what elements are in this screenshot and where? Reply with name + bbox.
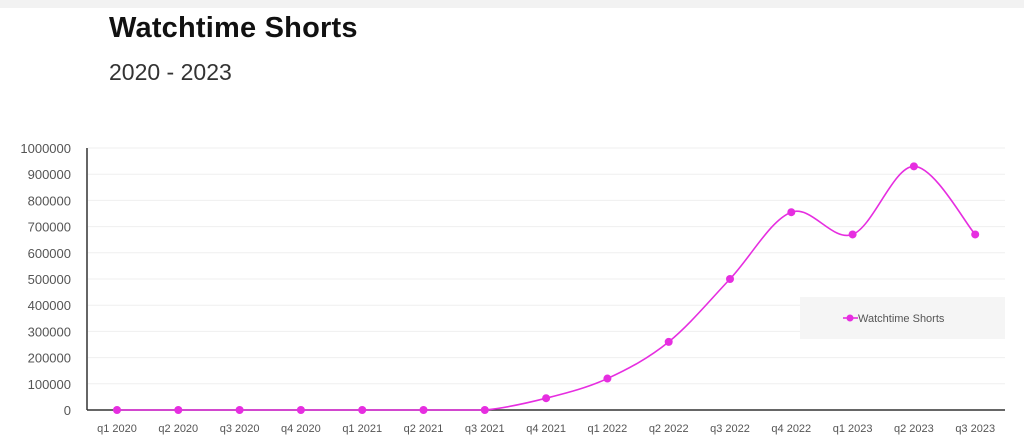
x-axis-ticks: q1 2020 q2 2020 q3 2020 q4 2020 q1 2021 q2 20… xyxy=(97,423,995,435)
y-tick-label: 700000 xyxy=(28,220,71,235)
x-tick-label: q2 2023 xyxy=(894,423,934,435)
x-tick-label: q2 2021 xyxy=(404,423,444,435)
x-tick-label: q4 2021 xyxy=(526,423,566,435)
data-point xyxy=(726,275,734,283)
data-point xyxy=(909,162,918,171)
series-points xyxy=(113,162,980,414)
data-point xyxy=(787,208,796,217)
y-tick-label: 500000 xyxy=(28,272,71,287)
x-tick-label: q4 2022 xyxy=(771,423,811,435)
chart-subtitle: 2020 - 2023 xyxy=(109,59,232,85)
data-point xyxy=(848,230,857,239)
series-line xyxy=(117,165,976,411)
y-tick-label: 600000 xyxy=(28,246,71,261)
x-tick-label: q3 2021 xyxy=(465,423,505,435)
data-point xyxy=(296,406,305,414)
data-point xyxy=(419,406,428,414)
y-tick-label: 0 xyxy=(64,403,71,418)
y-tick-label: 800000 xyxy=(28,193,71,208)
y-tick-label: 400000 xyxy=(28,298,71,313)
data-point xyxy=(542,394,551,403)
x-tick-label: q2 2022 xyxy=(649,423,689,435)
data-point xyxy=(603,374,612,383)
data-point xyxy=(480,406,489,414)
data-point xyxy=(664,337,673,346)
data-point xyxy=(235,406,244,414)
x-tick-label: q3 2022 xyxy=(710,423,750,435)
y-axis-ticks: 0 100000 200000 300000 400000 500000 600000 700… xyxy=(20,141,71,418)
legend-label: Watchtime Shorts xyxy=(858,313,945,325)
y-tick-label: 300000 xyxy=(28,324,71,339)
chart-title: Watchtime Shorts xyxy=(109,12,358,44)
gridlines xyxy=(88,147,1005,385)
legend-box xyxy=(800,297,1005,339)
x-tick-label: q1 2022 xyxy=(588,423,628,435)
data-point xyxy=(174,406,183,414)
x-tick-label: q3 2020 xyxy=(220,423,260,435)
x-tick-label: q2 2020 xyxy=(158,423,198,435)
data-point xyxy=(113,406,121,414)
x-tick-label: q1 2021 xyxy=(342,423,382,435)
data-point xyxy=(358,406,367,414)
legend-marker xyxy=(846,314,854,322)
x-tick-label: q3 2023 xyxy=(955,423,995,435)
x-tick-label: q1 2023 xyxy=(833,423,873,435)
y-tick-label: 100000 xyxy=(28,377,71,392)
x-tick-label: q4 2020 xyxy=(281,423,321,435)
y-tick-label: 200000 xyxy=(28,351,71,366)
top-strip xyxy=(0,0,1024,8)
legend: Watchtime Shorts xyxy=(800,297,1005,339)
y-tick-label: 1000000 xyxy=(20,141,71,156)
data-point xyxy=(971,230,980,239)
x-tick-label: q1 2020 xyxy=(97,423,137,435)
y-tick-label: 900000 xyxy=(28,167,71,182)
